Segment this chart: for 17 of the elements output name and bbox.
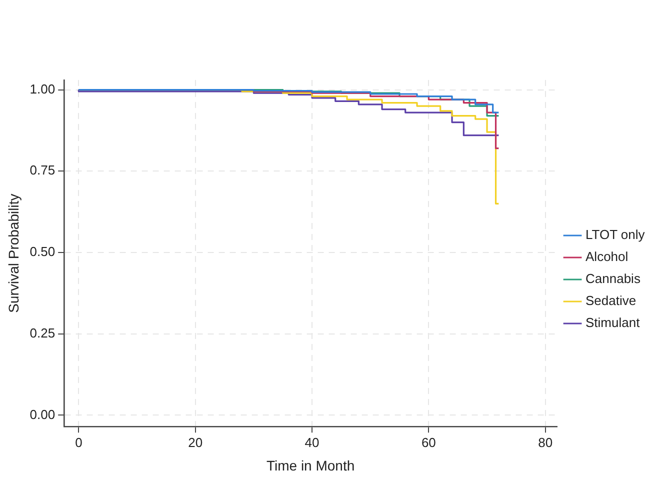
- y-axis-title: Survival Probability: [5, 194, 22, 313]
- x-tick-label: 60: [421, 434, 436, 450]
- legend-label: Sedative: [586, 293, 636, 308]
- y-tick-label: 0.50: [30, 244, 56, 260]
- x-tick-label: 20: [188, 434, 203, 450]
- y-tick-label: 1.00: [30, 81, 56, 96]
- legend-label: LTOT only: [586, 227, 646, 242]
- y-tick-label: 0.25: [30, 325, 56, 340]
- legend-label: Cannabis: [586, 271, 641, 286]
- x-axis-title: Time in Month: [266, 457, 355, 474]
- x-tick-label: 80: [538, 434, 553, 450]
- x-tick-label: 40: [304, 434, 320, 450]
- x-tick-label: 0: [75, 434, 82, 450]
- y-tick-label: 0.75: [30, 162, 56, 178]
- legend-label: Stimulant: [586, 315, 640, 330]
- legend-label: Alcohol: [586, 249, 628, 264]
- y-tick-label: 0.00: [30, 406, 56, 422]
